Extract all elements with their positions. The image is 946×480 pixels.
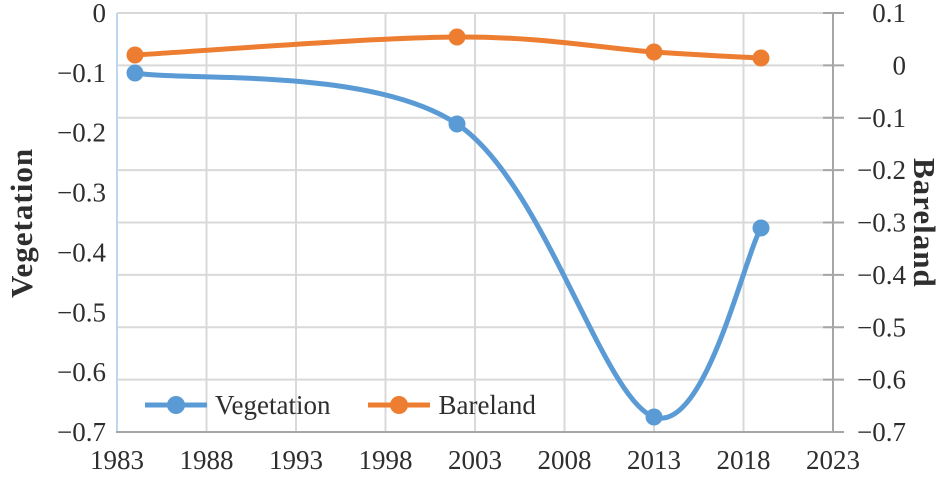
series-line-bareland (132, 34, 764, 61)
series-marker-vegetation (645, 408, 663, 426)
series-marker-vegetation (448, 115, 466, 133)
legend-item-vegetation: Vegetation (144, 390, 330, 421)
right-axis-tick-label: 0.1 (872, 0, 906, 28)
series-marker-bareland (126, 46, 144, 64)
x-axis-tick-label: 1983 (90, 445, 144, 475)
x-axis-tick-label: 2013 (627, 445, 681, 475)
left-axis-tick-label: −0.5 (57, 297, 106, 327)
right-axis-tick-label: −0.4 (857, 260, 906, 290)
series-marker-vegetation (126, 64, 144, 82)
bareland-line-marker-icon (368, 396, 431, 414)
legend-label-bareland: Bareland (438, 389, 536, 420)
vegetation-line-marker-icon (145, 396, 207, 414)
series-marker-bareland (645, 43, 663, 61)
x-axis-tick-label: 2003 (448, 445, 502, 475)
left-axis-tick-label: −0.3 (57, 178, 106, 208)
legend-item-bareland: Bareland (367, 389, 536, 421)
right-axis-tick-label: −0.3 (857, 208, 906, 238)
right-axis-title: Bareland (907, 157, 942, 288)
series-marker-bareland (752, 49, 770, 67)
right-axis-tick-label: −0.7 (857, 417, 906, 447)
left-axis-tick-label: −0.7 (57, 417, 106, 447)
legend: Vegetation Bareland (144, 390, 536, 420)
right-axis-tick-label: −0.2 (857, 155, 906, 185)
left-axis-tick-label: −0.2 (57, 118, 106, 148)
x-axis-tick-label: 2008 (538, 445, 592, 475)
right-axis-tick-label: 0 (893, 50, 907, 80)
x-axis-tick-label: 1993 (269, 445, 323, 475)
left-axis-tick-label: −0.4 (57, 237, 106, 267)
series-line-vegetation (132, 70, 764, 421)
right-axis-tick-label: −0.1 (857, 103, 906, 133)
x-axis-tick-label: 2023 (806, 445, 860, 475)
right-axis-tick-label: −0.6 (857, 365, 906, 395)
right-axis-tick-label: −0.5 (857, 312, 906, 342)
series-marker-bareland (448, 28, 466, 46)
left-axis-tick-label: 0 (93, 0, 107, 28)
left-axis-tick-label: −0.6 (57, 357, 106, 387)
series-marker-vegetation (752, 219, 770, 237)
left-axis-tick-label: −0.1 (57, 58, 106, 88)
x-axis-tick-label: 1998 (359, 445, 413, 475)
x-axis-tick-label: 2018 (717, 445, 771, 475)
x-axis-tick-label: 1988 (180, 445, 234, 475)
legend-label-vegetation: Vegetation (215, 389, 331, 420)
